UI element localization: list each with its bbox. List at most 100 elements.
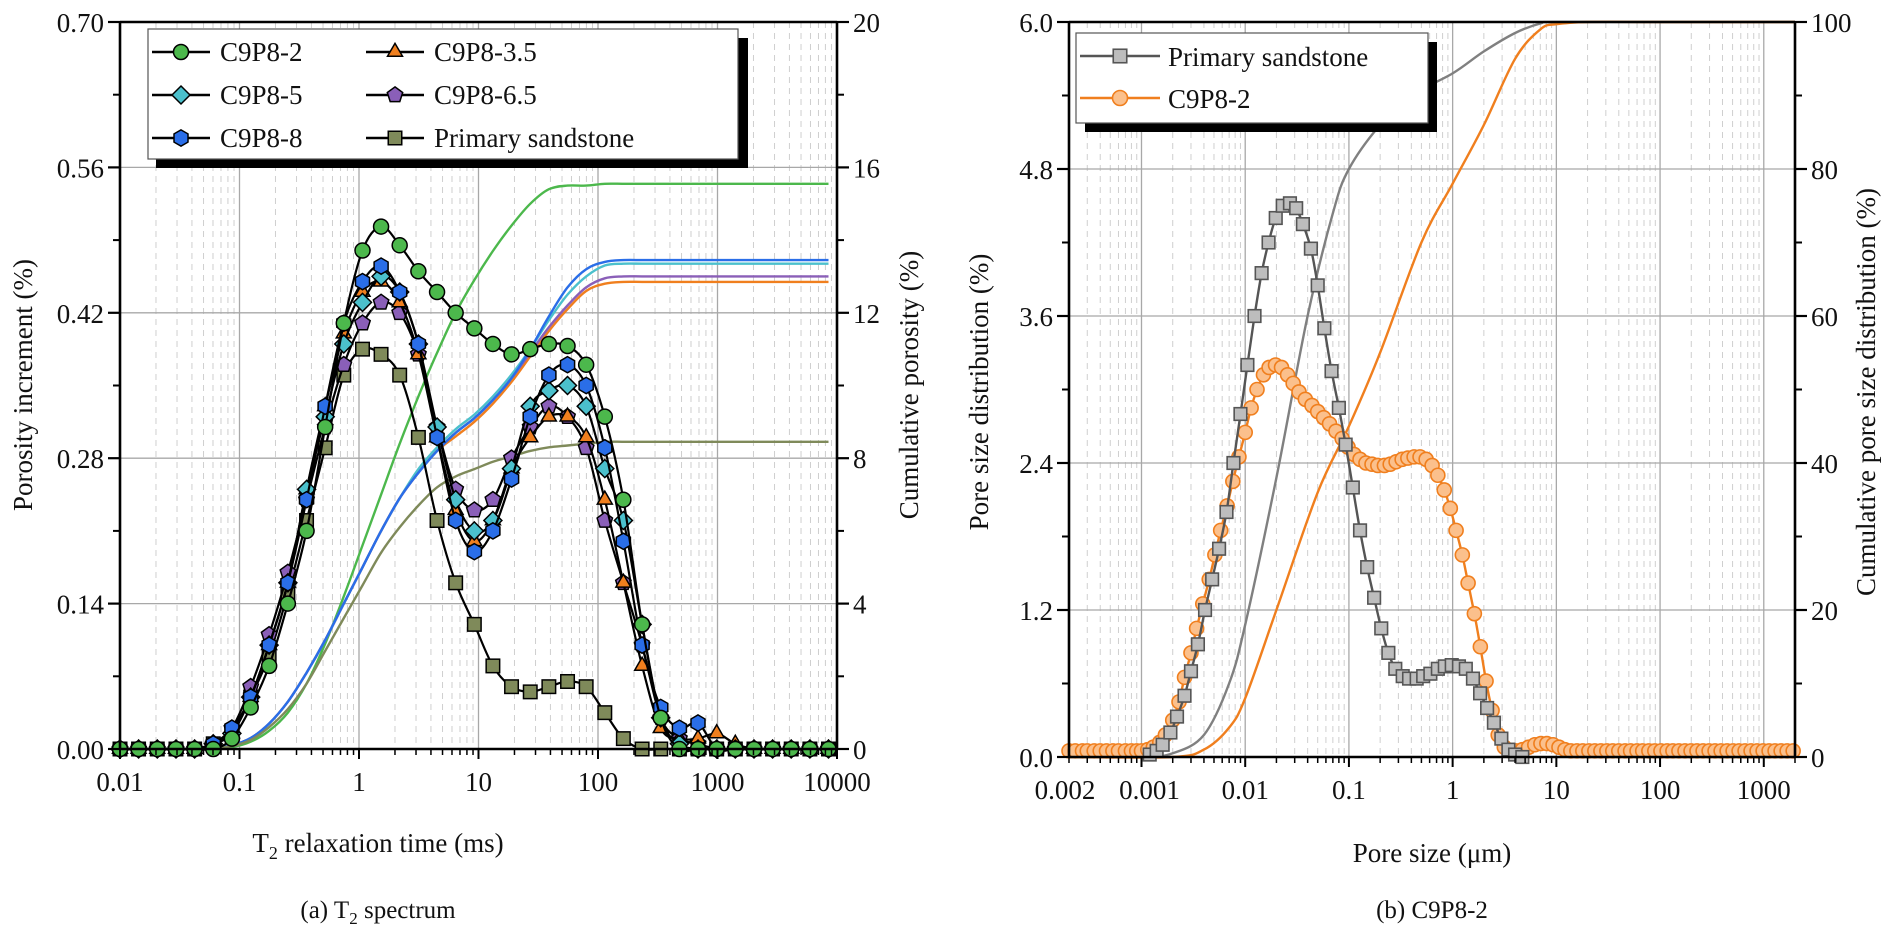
data-point-c9p8-2 bbox=[335, 314, 353, 332]
data-point-primary-sandstone bbox=[1486, 715, 1502, 730]
data-point-c9p8-8 bbox=[354, 272, 371, 291]
data-point-c9p8-2 bbox=[316, 418, 334, 436]
data-point-c9p8-2 bbox=[1442, 500, 1459, 517]
data-point-c9p8-2 bbox=[1249, 381, 1265, 398]
cumulative-line-c9p8-2 bbox=[1068, 20, 1795, 759]
data-point-primary-sandstone bbox=[1219, 504, 1234, 520]
data-point-c9p8-8 bbox=[410, 335, 427, 353]
x-tick-label: 1 bbox=[1446, 775, 1460, 805]
data-point-primary-sandstone bbox=[1190, 637, 1206, 652]
data-point-c9p8-6-5 bbox=[372, 293, 390, 310]
tick-labels: 0.0 1.2 2.4 3.6 4.8 6.0 0 20 40 60 80 100 0.002 0.001… bbox=[1019, 8, 1851, 805]
data-point-c9p8-3-5 bbox=[596, 489, 614, 505]
data-point-primary-sandstone bbox=[1169, 709, 1185, 724]
data-point-primary-sandstone bbox=[615, 731, 631, 747]
data-point-primary-sandstone bbox=[1381, 645, 1396, 660]
data-point-c9p8-2 bbox=[652, 709, 669, 727]
data-point-c9p8-2 bbox=[1225, 473, 1241, 490]
y-axis-title: Porosity increment (%) bbox=[8, 259, 38, 511]
y2-tick-label: 4 bbox=[853, 590, 867, 620]
data-point-c9p8-2 bbox=[260, 657, 278, 675]
caption-a-sub: 2 bbox=[349, 909, 358, 928]
legend-label: Primary sandstone bbox=[1168, 42, 1368, 72]
data-point-primary-sandstone bbox=[1177, 688, 1192, 703]
tick-labels: 0.00 0.14 0.28 0.42 0.56 0.70 0 4 8 12 16 20 0.01 0.1… bbox=[57, 8, 880, 797]
caption-a: (a) T2 spectrum bbox=[300, 897, 456, 928]
data-point-c9p8-5 bbox=[557, 375, 578, 396]
data-point-primary-sandstone bbox=[1310, 278, 1325, 293]
x-axis-title-sub: 2 bbox=[269, 843, 278, 863]
y2-tick-label: 80 bbox=[1811, 155, 1838, 185]
data-point-c9p8-2 bbox=[521, 340, 539, 358]
data-point-c9p8-2 bbox=[1212, 522, 1229, 539]
data-point-c9p8-2 bbox=[428, 283, 446, 301]
x-tick-label: 0.001 bbox=[1119, 775, 1180, 805]
data-point-c9p8-5 bbox=[352, 292, 373, 313]
data-point-primary-sandstone bbox=[373, 346, 389, 362]
data-point-c9p8-8 bbox=[429, 428, 445, 447]
data-point-primary-sandstone bbox=[392, 367, 408, 383]
data-point-primary-sandstone bbox=[1352, 523, 1368, 538]
legend-label: C9P8-2 bbox=[220, 37, 303, 67]
data-point-primary-sandstone bbox=[1268, 210, 1283, 226]
data-point-primary-sandstone bbox=[1247, 308, 1262, 324]
data-point-primary-sandstone bbox=[1254, 266, 1269, 281]
cumulative-curves bbox=[1068, 20, 1795, 759]
data-point-primary-sandstone bbox=[1374, 621, 1389, 636]
y2-axis-title: Cumulative pore size distribution (%) bbox=[1851, 188, 1881, 596]
data-point-c9p8-3-5 bbox=[540, 406, 558, 422]
series-primary-sandstone bbox=[1142, 196, 1530, 765]
series-layer bbox=[1061, 196, 1801, 765]
x-tick-label: 100 bbox=[578, 767, 619, 797]
data-point-primary-sandstone bbox=[522, 684, 538, 700]
data-point-c9p8-8 bbox=[671, 719, 688, 738]
data-point-c9p8-8 bbox=[373, 257, 389, 276]
x-tick-label: 0.002 bbox=[1035, 775, 1096, 805]
x-tick-label: 10 bbox=[465, 767, 492, 797]
caption-a-suffix: spectrum bbox=[358, 897, 456, 924]
legend-label: C9P8-6.5 bbox=[434, 80, 537, 110]
data-point-primary-sandstone bbox=[1303, 241, 1319, 256]
data-point-primary-sandstone bbox=[1338, 437, 1353, 452]
data-point-c9p8-5 bbox=[464, 520, 485, 541]
data-point-primary-sandstone bbox=[448, 575, 464, 591]
legend: Primary sandstone C9P8-2 bbox=[1075, 32, 1437, 132]
data-point-c9p8-8 bbox=[503, 470, 520, 488]
y-axis-title: Pore size distribution (%) bbox=[964, 254, 994, 531]
data-point-c9p8-6-5 bbox=[465, 501, 483, 518]
x-tick-label: 10 bbox=[1543, 775, 1570, 805]
data-point-c9p8-6-5 bbox=[484, 490, 502, 508]
data-point-c9p8-2 bbox=[503, 346, 520, 363]
legend-marker-circle-icon bbox=[1111, 89, 1129, 107]
y2-tick-label: 20 bbox=[1811, 596, 1838, 626]
y-tick-label: 6.0 bbox=[1019, 8, 1053, 38]
cumulative-line-primary-sandstone bbox=[119, 440, 829, 751]
data-point-c9p8-8 bbox=[559, 355, 576, 374]
data-point-c9p8-2 bbox=[484, 335, 502, 353]
data-point-primary-sandstone bbox=[1155, 737, 1170, 752]
data-point-c9p8-2 bbox=[354, 242, 371, 259]
x-axis-title-prefix: T bbox=[252, 828, 269, 858]
series-layer bbox=[109, 218, 839, 760]
legend-box bbox=[1075, 32, 1429, 124]
series-c9p8-2 bbox=[1061, 357, 1801, 759]
data-point-c9p8-2 bbox=[615, 491, 632, 508]
data-point-primary-sandstone bbox=[1289, 201, 1304, 216]
data-point-primary-sandstone bbox=[578, 679, 594, 695]
data-point-c9p8-2 bbox=[466, 320, 483, 337]
legend-item-primary-sandstone: Primary sandstone bbox=[1080, 42, 1368, 72]
data-point-c9p8-2 bbox=[1460, 575, 1476, 591]
data-point-c9p8-8 bbox=[690, 714, 706, 732]
data-point-c9p8-8 bbox=[578, 376, 594, 395]
data-point-c9p8-8 bbox=[485, 521, 501, 540]
data-point-primary-sandstone bbox=[1163, 725, 1178, 740]
data-point-primary-sandstone bbox=[504, 679, 520, 695]
data-point-primary-sandstone bbox=[466, 616, 482, 632]
data-point-c9p8-8 bbox=[522, 407, 539, 426]
legend-item-c9p8-5: C9P8-5 bbox=[152, 80, 303, 110]
caption-b: (b) C9P8-2 bbox=[1376, 897, 1488, 924]
y2-tick-label: 8 bbox=[853, 444, 867, 474]
x-tick-label: 0.1 bbox=[1332, 775, 1366, 805]
y-tick-label: 0.14 bbox=[57, 590, 105, 620]
data-point-primary-sandstone bbox=[1331, 400, 1346, 415]
